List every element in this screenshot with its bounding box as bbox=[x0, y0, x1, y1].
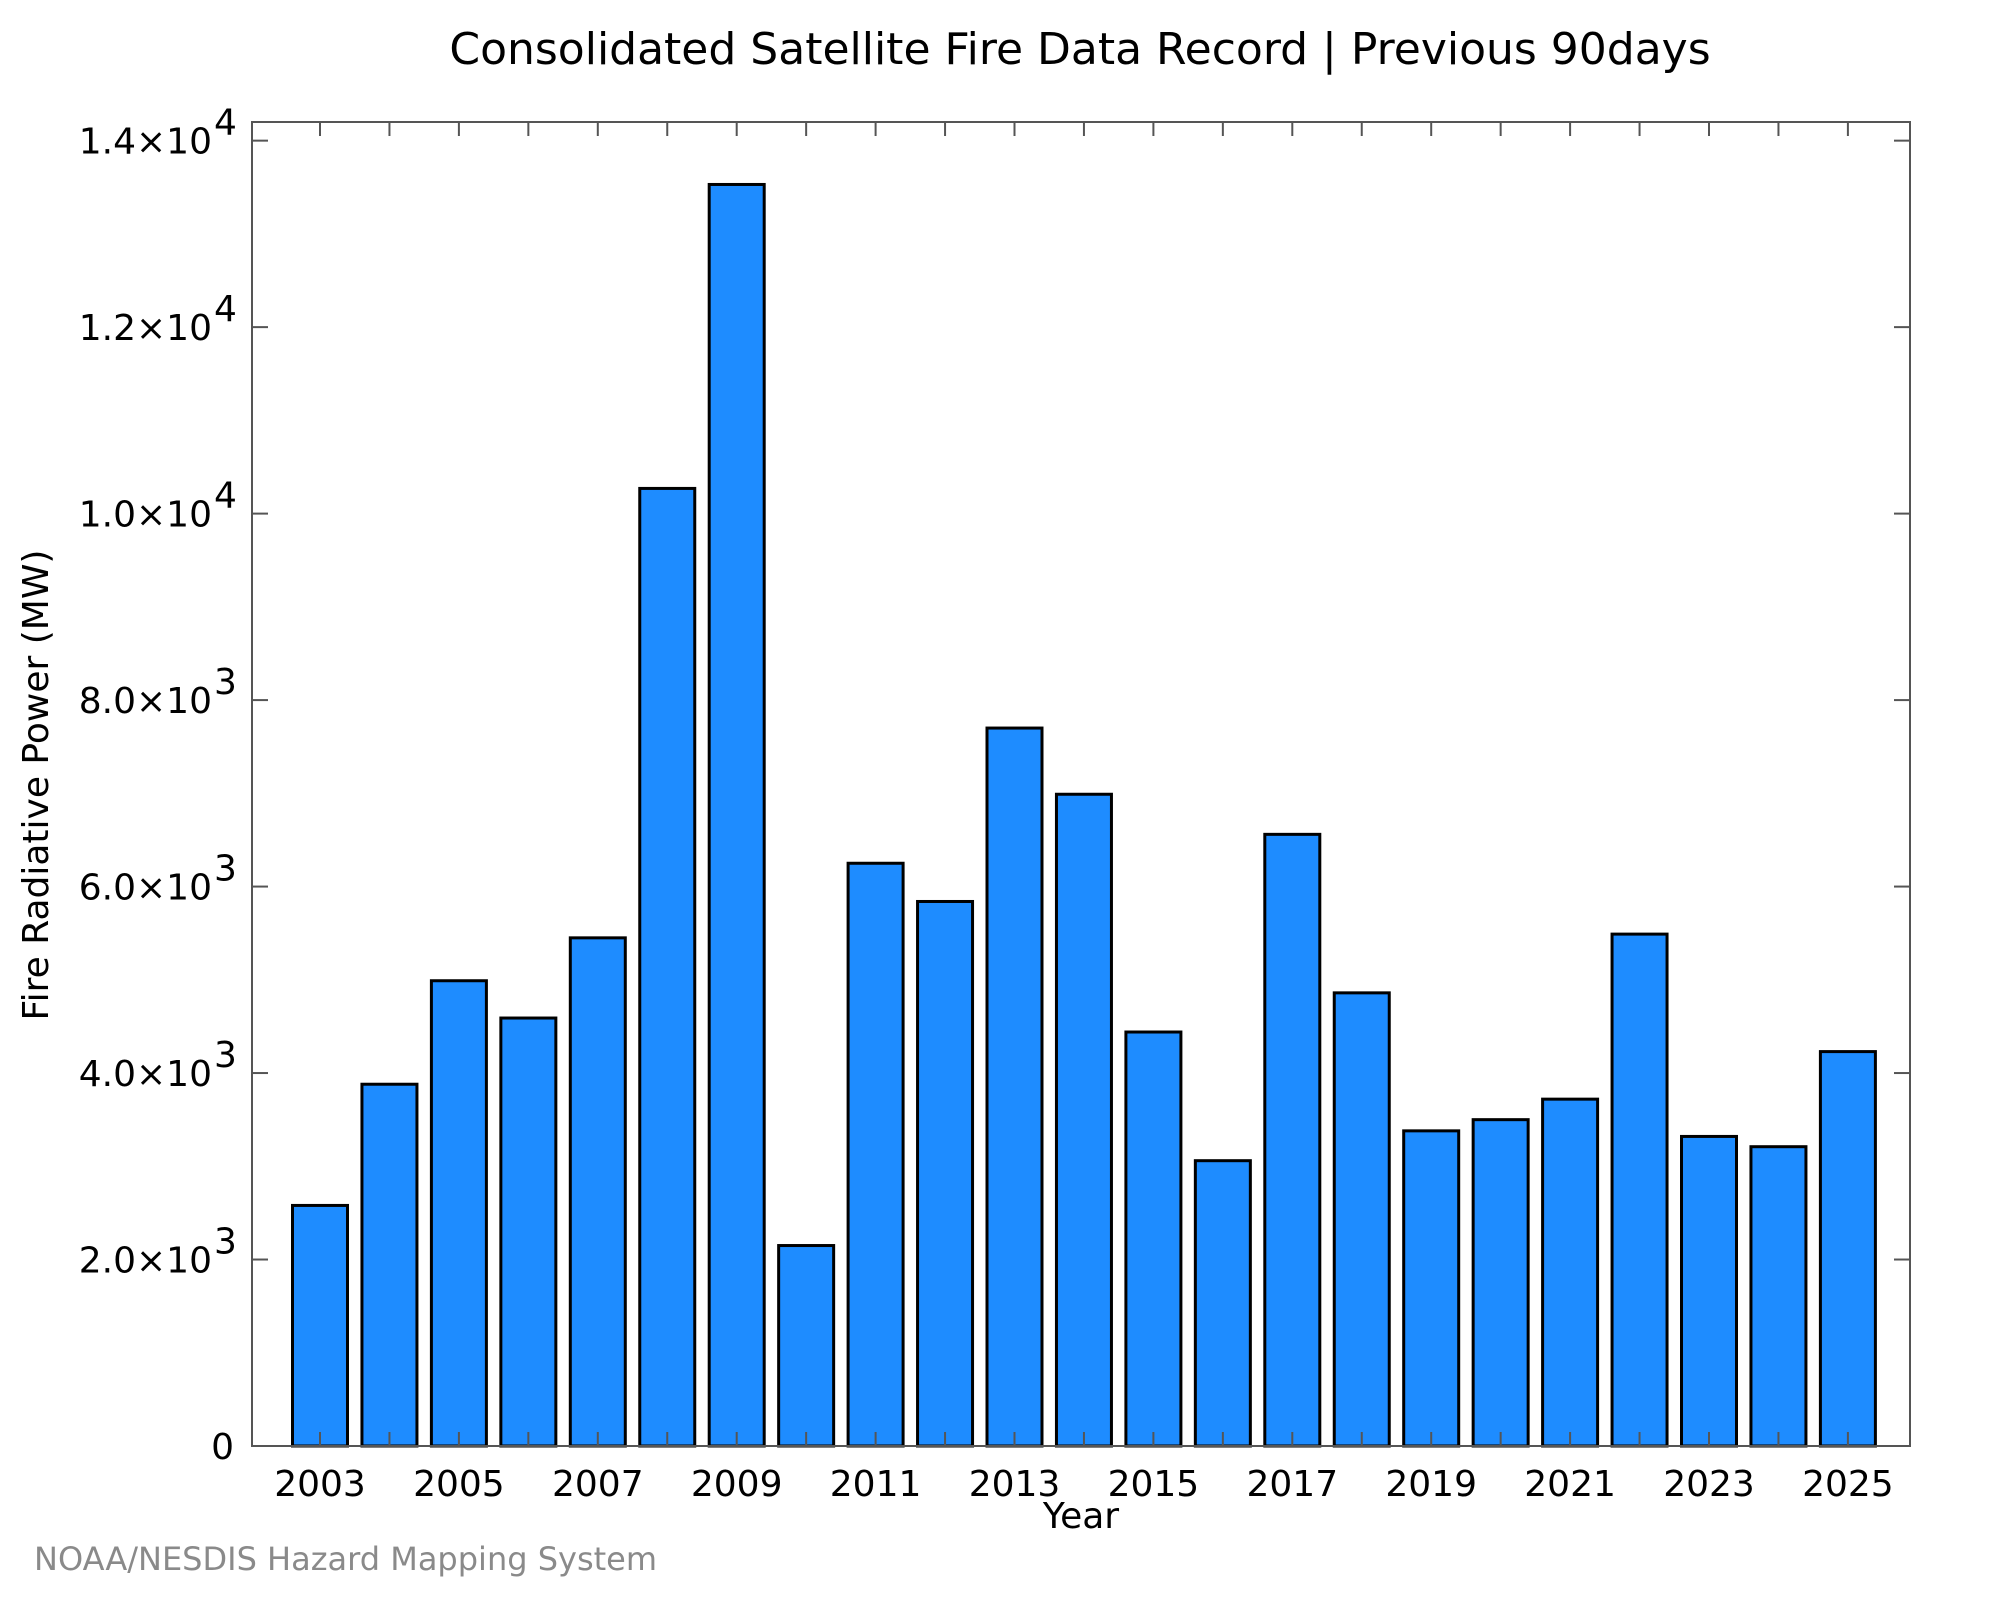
x-tick-label-2025: 2025 bbox=[1802, 1464, 1894, 1505]
bar-2015 bbox=[1124, 1030, 1183, 1448]
bar-2007 bbox=[568, 936, 627, 1448]
y-tick-label-4: 8.0×10 bbox=[79, 681, 212, 722]
bar-2024 bbox=[1749, 1145, 1808, 1448]
bar-2006 bbox=[499, 1016, 558, 1448]
y-tick-exponent-3: 3 bbox=[214, 849, 237, 890]
x-axis-label: Year bbox=[1042, 1496, 1119, 1537]
bar-2005 bbox=[429, 979, 488, 1448]
x-tick-label-2021: 2021 bbox=[1524, 1464, 1616, 1505]
y-tick-label-1: 2.0×10 bbox=[79, 1241, 212, 1282]
x-tick-label-2005: 2005 bbox=[413, 1464, 505, 1505]
y-tick-exponent-5: 4 bbox=[214, 476, 237, 517]
bar-2013 bbox=[985, 726, 1044, 1448]
x-tick-label-2017: 2017 bbox=[1246, 1464, 1338, 1505]
y-tick-label-0: 0 bbox=[211, 1427, 234, 1468]
y-tick-exponent-6: 4 bbox=[214, 289, 237, 330]
x-tick-label-2019: 2019 bbox=[1385, 1464, 1477, 1505]
bar-2019 bbox=[1402, 1129, 1461, 1448]
x-tick-label-2015: 2015 bbox=[1108, 1464, 1200, 1505]
bar-2017 bbox=[1263, 832, 1322, 1448]
y-tick-exponent-1: 3 bbox=[214, 1222, 237, 1263]
x-tick-label-2023: 2023 bbox=[1663, 1464, 1755, 1505]
bar-2012 bbox=[916, 899, 975, 1448]
plot-frame bbox=[251, 121, 1911, 1447]
x-tick-label-2011: 2011 bbox=[830, 1464, 922, 1505]
y-tick-label-7: 1.4×10 bbox=[79, 122, 212, 163]
bar-2004 bbox=[360, 1082, 419, 1448]
bar-2020 bbox=[1471, 1118, 1530, 1448]
x-tick-label-2003: 2003 bbox=[274, 1464, 366, 1505]
y-axis-label: Fire Radiative Power (MW) bbox=[16, 550, 57, 1021]
bar-2003 bbox=[291, 1203, 349, 1448]
chart-title: Consolidated Satellite Fire Data Record … bbox=[449, 24, 1710, 75]
credit-text: NOAA/NESDIS Hazard Mapping System bbox=[34, 1540, 657, 1578]
bar-2016 bbox=[1193, 1159, 1252, 1448]
bars-group bbox=[291, 182, 1877, 1448]
y-tick-exponent-7: 4 bbox=[214, 103, 237, 144]
x-tick-label-2013: 2013 bbox=[969, 1464, 1061, 1505]
y-tick-exponent-2: 3 bbox=[214, 1035, 237, 1076]
bar-2021 bbox=[1541, 1097, 1600, 1448]
bar-2022 bbox=[1610, 932, 1669, 1448]
y-tick-label-2: 4.0×10 bbox=[79, 1054, 212, 1095]
y-tick-label-3: 6.0×10 bbox=[79, 868, 212, 909]
bar-2008 bbox=[638, 486, 697, 1448]
bar-2018 bbox=[1332, 991, 1391, 1448]
y-tick-label-6: 1.2×10 bbox=[79, 308, 212, 349]
y-tick-label-5: 1.0×10 bbox=[79, 495, 212, 536]
bar-2009 bbox=[707, 182, 766, 1448]
ticks-group: 02.0×10 34.0×10 36.0×10 38.0×10 31.0×10 41.2×… bbox=[79, 103, 1910, 1505]
bar-2011 bbox=[846, 861, 905, 1448]
x-tick-label-2009: 2009 bbox=[691, 1464, 783, 1505]
x-tick-label-2007: 2007 bbox=[552, 1464, 644, 1505]
bar-2023 bbox=[1680, 1134, 1738, 1448]
y-tick-exponent-4: 3 bbox=[214, 662, 237, 703]
bar-2010 bbox=[777, 1244, 836, 1448]
bar-2025 bbox=[1818, 1050, 1877, 1448]
bar-2014 bbox=[1054, 792, 1113, 1448]
